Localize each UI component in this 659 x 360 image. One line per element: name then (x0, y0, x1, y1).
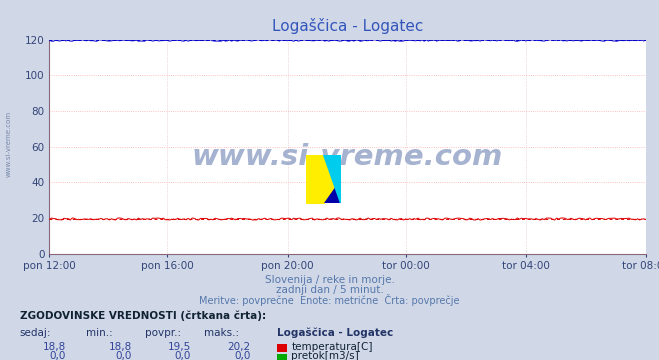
Text: 18,8: 18,8 (109, 342, 132, 352)
Text: 20,2: 20,2 (227, 342, 250, 352)
Text: www.si-vreme.com: www.si-vreme.com (5, 111, 11, 177)
Polygon shape (306, 155, 341, 203)
Text: Logaščica - Logatec: Logaščica - Logatec (277, 327, 393, 338)
Text: 19,5: 19,5 (168, 342, 191, 352)
Text: www.si-vreme.com: www.si-vreme.com (192, 143, 503, 171)
Text: 0,0: 0,0 (115, 351, 132, 360)
Text: 0,0: 0,0 (49, 351, 66, 360)
Polygon shape (330, 155, 341, 179)
Text: Slovenija / reke in morje.: Slovenija / reke in morje. (264, 275, 395, 285)
Text: Meritve: povprečne  Enote: metrične  Črta: povprečje: Meritve: povprečne Enote: metrične Črta:… (199, 294, 460, 306)
Text: 18,8: 18,8 (43, 342, 66, 352)
Text: povpr.:: povpr.: (145, 328, 181, 338)
Title: Logaščica - Logatec: Logaščica - Logatec (272, 18, 423, 34)
Text: 0,0: 0,0 (175, 351, 191, 360)
Text: sedaj:: sedaj: (20, 328, 51, 338)
Text: 0,0: 0,0 (234, 351, 250, 360)
Polygon shape (324, 155, 341, 203)
Text: ZGODOVINSKE VREDNOSTI (črtkana črta):: ZGODOVINSKE VREDNOSTI (črtkana črta): (20, 310, 266, 321)
Text: maks.:: maks.: (204, 328, 239, 338)
Text: zadnji dan / 5 minut.: zadnji dan / 5 minut. (275, 285, 384, 296)
Text: temperatura[C]: temperatura[C] (291, 342, 373, 352)
Polygon shape (324, 179, 341, 203)
Text: pretok[m3/s]: pretok[m3/s] (291, 351, 359, 360)
Polygon shape (324, 155, 341, 203)
Text: min.:: min.: (86, 328, 113, 338)
